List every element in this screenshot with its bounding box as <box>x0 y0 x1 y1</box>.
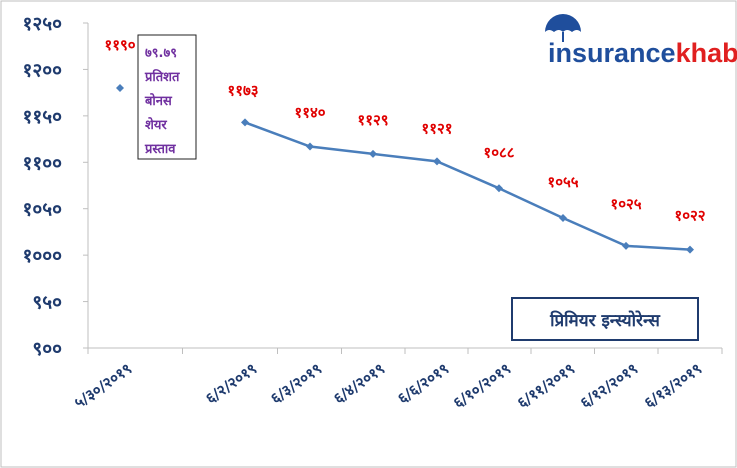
data-point <box>306 142 314 151</box>
data-point <box>241 118 249 127</box>
company-frame <box>511 297 699 341</box>
data-point <box>116 84 124 92</box>
y-tick-label: ११५० <box>22 106 62 128</box>
data-label: १०५५ <box>547 173 578 191</box>
price-series <box>116 84 694 254</box>
company-label: प्रिमियर इन्स्योरेन्स <box>549 310 661 331</box>
y-tick-label: ९५० <box>32 292 62 314</box>
y-tick-label: १२५० <box>22 13 62 35</box>
data-label: ११७३ <box>227 81 258 99</box>
data-label: १०२२ <box>674 207 705 225</box>
y-tick-label: १००० <box>22 245 62 267</box>
y-tick-labels: ९०० ९५० १००० १०५० ११०० ११५० १२०० १२५० <box>22 13 62 360</box>
bonus-annotation: ७९.७९ प्रतिशत बोनस शेयर प्रस्ताव <box>137 34 197 160</box>
annotation-line: प्रतिशत <box>144 69 180 85</box>
annotation-box <box>137 34 197 160</box>
data-point <box>495 184 503 193</box>
data-point <box>686 245 694 254</box>
data-point <box>433 157 441 166</box>
axes <box>83 22 723 354</box>
data-label: १०२५ <box>610 195 641 213</box>
data-label: ११९० <box>104 36 135 54</box>
data-point <box>369 149 377 158</box>
logo-text: insurancekhabar <box>548 38 737 68</box>
umbrella-icon <box>545 14 581 42</box>
y-tick-label: ११०० <box>22 152 62 174</box>
y-tick-label: १२०० <box>22 59 62 81</box>
y-tick-label: १०५० <box>22 199 62 221</box>
data-label: १०८८ <box>483 143 514 161</box>
data-point <box>622 241 630 250</box>
annotation-line: शेयर <box>145 117 167 133</box>
data-label: ११२९ <box>357 111 388 129</box>
data-labels: ११९० ११७३ ११४० ११२९ ११२१ १०८८ १०५५ १०२५ १०२२ <box>104 36 705 225</box>
annotation-line: प्रस्ताव <box>144 142 176 157</box>
annotation-line: ७९.७९ <box>145 46 177 61</box>
company-box: प्रिमियर इन्स्योरेन्स <box>511 297 699 341</box>
logo: insurancekhabar <box>545 14 737 68</box>
data-point <box>559 214 567 222</box>
data-label: ११४० <box>294 104 325 122</box>
y-tick-label: ९०० <box>32 338 62 360</box>
data-label: ११२१ <box>421 119 452 137</box>
annotation-line: बोनस <box>144 93 173 109</box>
series-line <box>244 121 691 251</box>
